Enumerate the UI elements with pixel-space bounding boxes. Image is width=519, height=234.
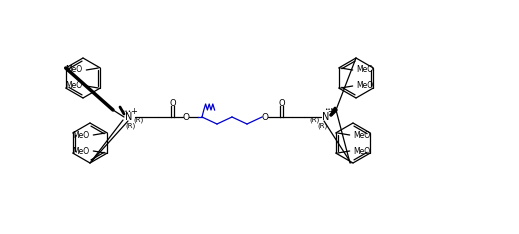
Text: (R): (R) — [133, 117, 143, 123]
Text: MeO: MeO — [357, 66, 374, 74]
Text: O: O — [183, 113, 189, 121]
Text: MeO: MeO — [353, 146, 371, 156]
Text: MeO: MeO — [65, 81, 83, 91]
Text: MeO: MeO — [353, 131, 371, 139]
Text: O: O — [278, 99, 285, 107]
Text: •••: ••• — [324, 107, 334, 113]
Text: MeO: MeO — [72, 131, 89, 139]
Text: •••: ••• — [121, 109, 131, 113]
Text: +: + — [327, 107, 334, 117]
Text: (R): (R) — [309, 117, 319, 123]
Text: O: O — [169, 99, 176, 107]
Text: O: O — [262, 113, 268, 121]
Text: MeO: MeO — [357, 81, 374, 91]
Text: (R): (R) — [317, 123, 327, 129]
Text: N: N — [125, 112, 133, 122]
Text: N: N — [322, 112, 330, 122]
Text: (R): (R) — [126, 123, 136, 129]
Text: MeO: MeO — [65, 66, 83, 74]
Text: +: + — [131, 107, 138, 117]
Text: MeO: MeO — [72, 146, 89, 156]
